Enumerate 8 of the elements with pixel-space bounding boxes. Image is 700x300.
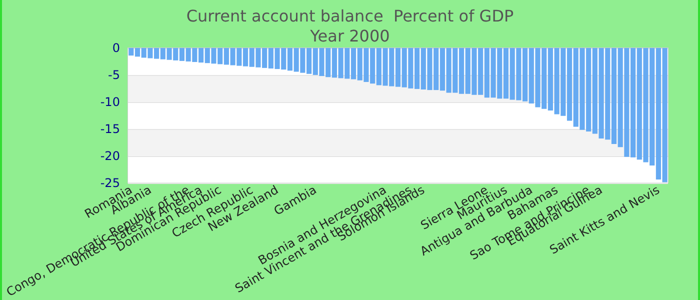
y-tick-label: 0 bbox=[112, 41, 120, 55]
y-tick-label: -15 bbox=[100, 122, 120, 136]
chart-title: Current account balance Percent of GDP bbox=[186, 6, 514, 26]
y-tick-label: -20 bbox=[100, 148, 120, 163]
chart-subtitle: Year 2000 bbox=[309, 26, 390, 46]
y-tick-label: -5 bbox=[108, 68, 120, 82]
y-tick-label: -25 bbox=[100, 176, 120, 190]
y-tick-label: -10 bbox=[100, 94, 120, 109]
